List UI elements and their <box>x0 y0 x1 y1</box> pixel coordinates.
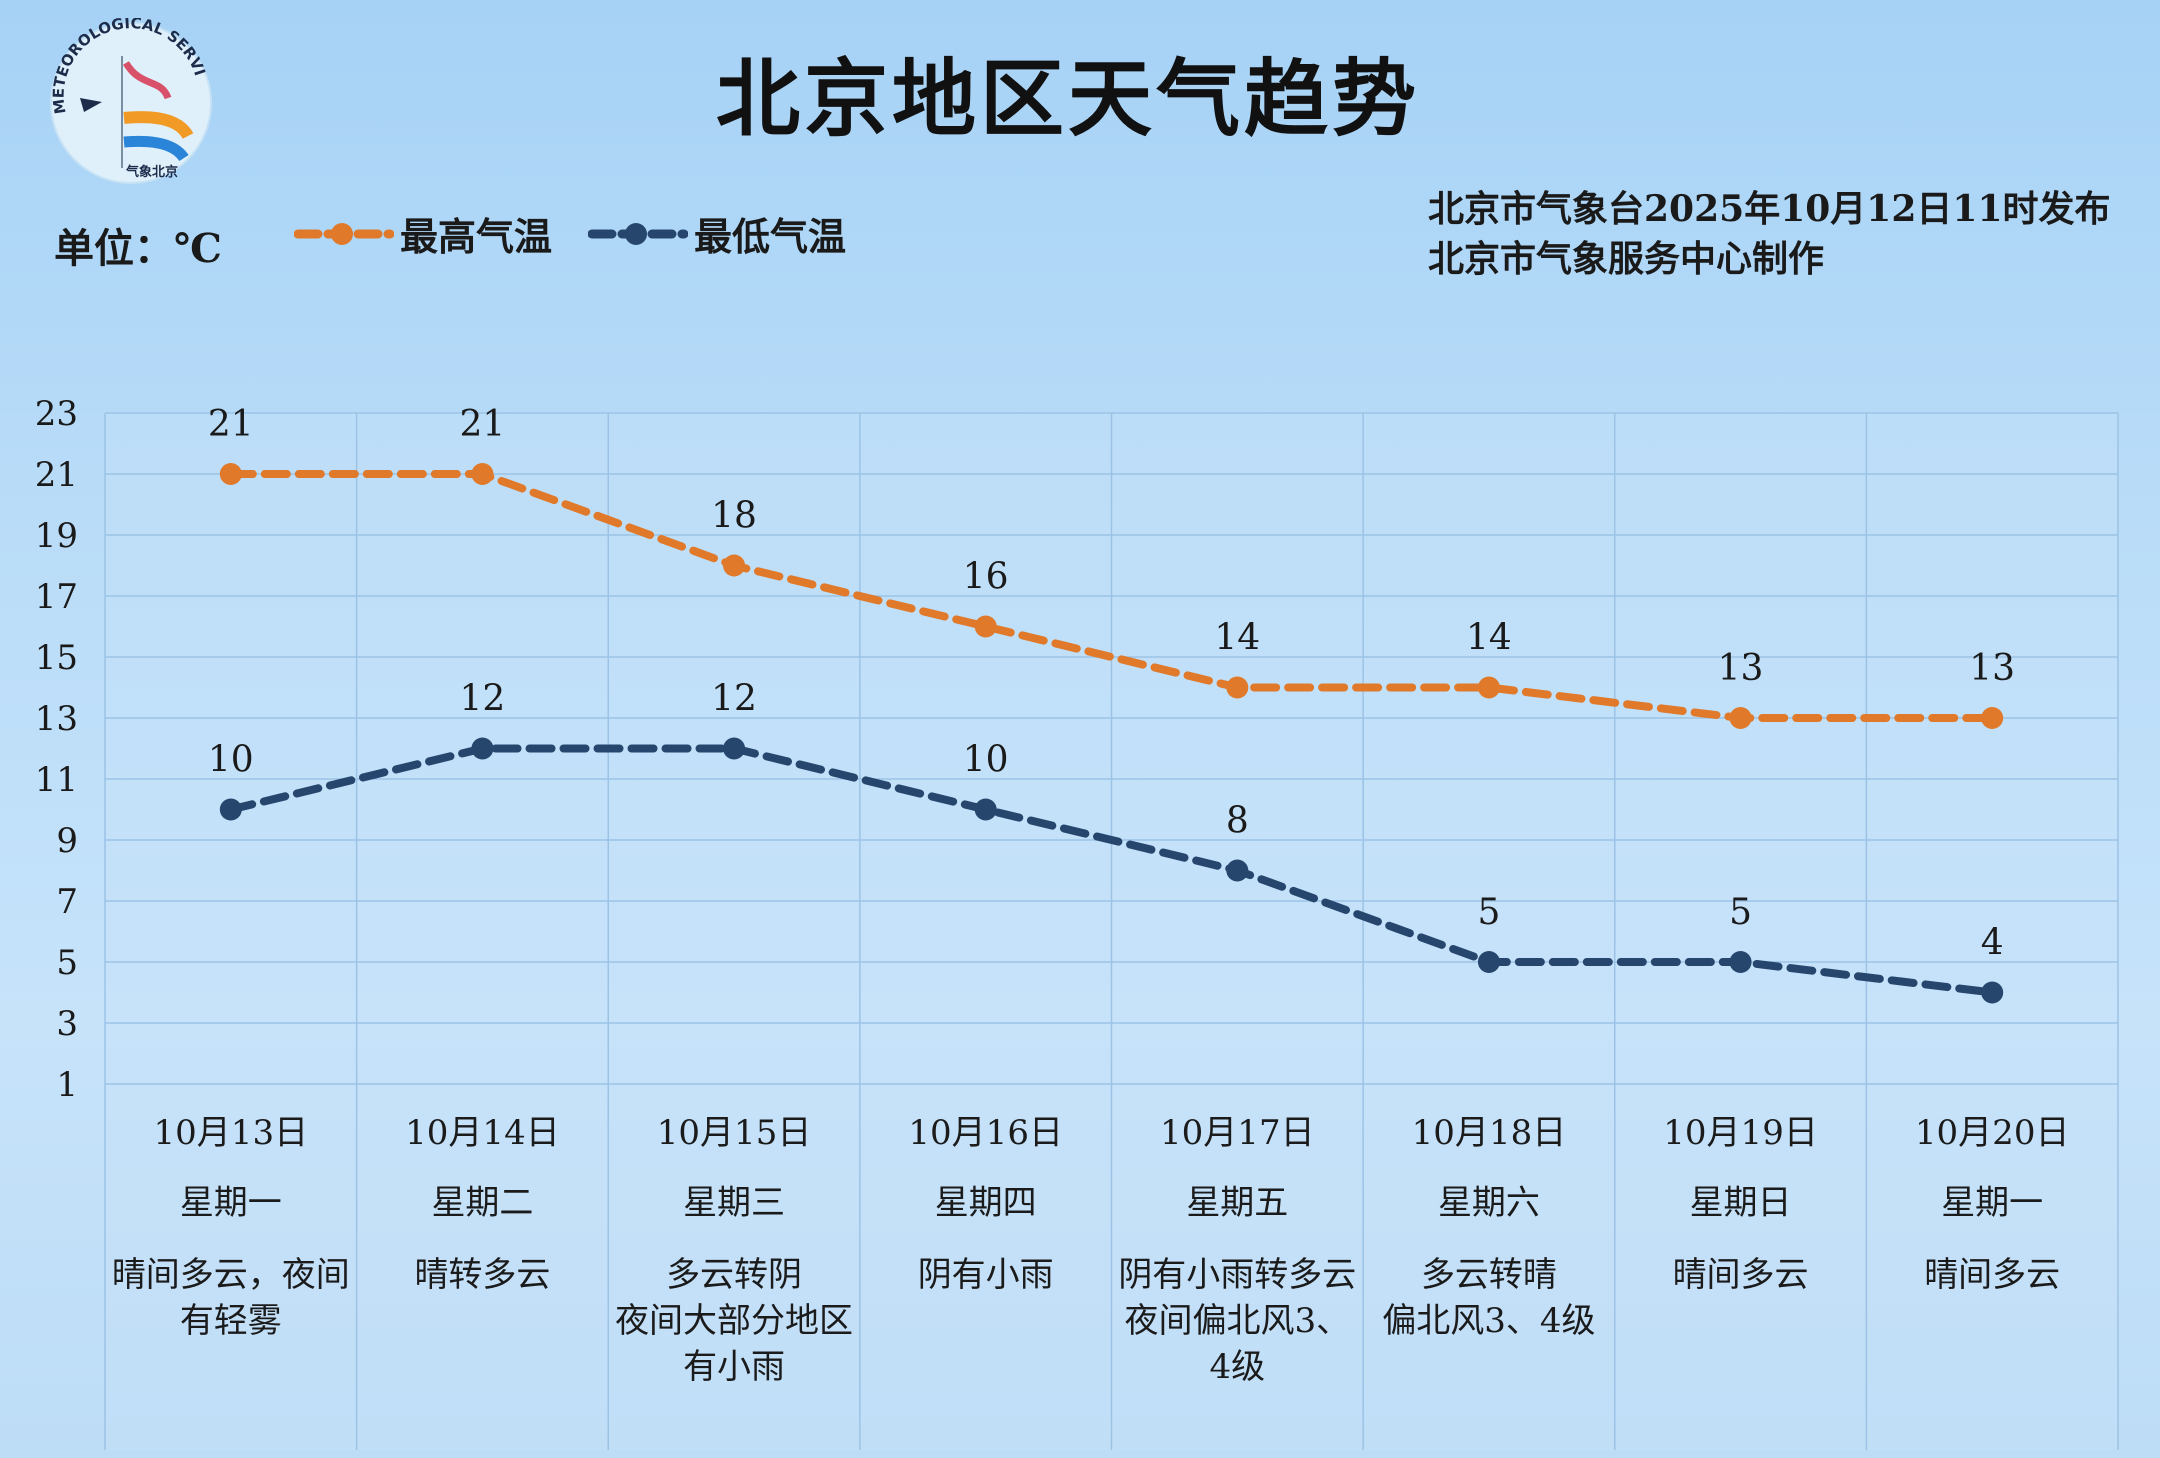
x-tick-date: 10月14日 <box>405 1113 560 1153</box>
data-label-high: 14 <box>1214 618 1260 659</box>
data-point-high <box>1981 707 2004 729</box>
x-tick-weekday: 星期二 <box>431 1183 534 1223</box>
data-point-high <box>219 463 242 485</box>
y-tick-label: 11 <box>35 760 78 800</box>
x-tick-date: 10月20日 <box>1914 1113 2070 1153</box>
y-tick-label: 7 <box>56 882 78 922</box>
data-point-low <box>974 798 997 821</box>
x-tick-date: 10月17日 <box>1160 1113 1315 1153</box>
x-tick-weekday: 星期五 <box>1186 1183 1289 1223</box>
x-tick-date: 10月18日 <box>1411 1113 1567 1153</box>
weather-description: 晴间多云 <box>1924 1255 2061 1295</box>
y-tick-label: 1 <box>56 1065 78 1105</box>
data-point-high <box>1477 676 1500 699</box>
data-point-low <box>219 798 242 821</box>
unit-label: 单位：℃ <box>54 225 222 272</box>
meteorological-service-logo: METEOROLOGICAL SERVICE 气象北京 <box>40 4 216 192</box>
y-tick-label: 3 <box>56 1004 78 1044</box>
y-tick-label: 9 <box>56 821 78 861</box>
legend-label-low: 最低气温 <box>694 214 847 259</box>
y-tick-label: 5 <box>56 943 78 983</box>
data-label-low: 10 <box>208 740 254 781</box>
series-line-low <box>226 744 1997 997</box>
issuer-line-1: 北京市气象台2025年10月12日11时发布 <box>1428 188 2111 230</box>
y-tick-label: 13 <box>35 699 78 739</box>
data-point-low <box>1477 951 1500 973</box>
data-label-low: 12 <box>711 679 757 720</box>
data-point-low <box>471 737 494 760</box>
x-tick-weekday: 星期三 <box>683 1183 786 1223</box>
weather-description: 多云转阴 夜间大部分地区有小雨 <box>615 1255 854 1387</box>
y-tick-label: 15 <box>35 638 78 678</box>
data-label-high: 14 <box>1466 618 1512 659</box>
y-tick-label: 19 <box>35 516 78 556</box>
data-label-high: 18 <box>711 496 757 537</box>
data-point-high <box>1226 676 1249 699</box>
x-tick-date: 10月16日 <box>908 1113 1063 1153</box>
series-line-high <box>226 470 1997 722</box>
x-tick-weekday: 星期日 <box>1689 1183 1792 1223</box>
weather-description: 晴转多云 <box>414 1255 551 1295</box>
svg-text:气象北京: 气象北京 <box>126 164 178 180</box>
weather-description: 阴有小雨 <box>917 1255 1054 1295</box>
data-point-high <box>974 615 997 638</box>
legend-label-high: 最高气温 <box>400 214 553 259</box>
data-point-low <box>723 737 746 760</box>
data-point-low <box>1226 859 1249 882</box>
x-tick-weekday: 星期一 <box>179 1183 282 1223</box>
legend-item-low: 最低气温 <box>588 206 846 261</box>
data-point-low <box>1981 981 2004 1004</box>
issuer-info: 北京市气象台2025年10月12日11时发布 北京市气象服务中心制作 <box>1428 184 2111 284</box>
data-label-low: 5 <box>1477 892 1500 933</box>
data-label-high: 13 <box>1969 648 2015 689</box>
data-label-high: 21 <box>208 404 254 445</box>
legend-high-line-icon <box>294 222 394 245</box>
data-point-high <box>1729 707 1752 729</box>
weather-description: 晴间多云 <box>1672 1255 1809 1295</box>
data-label-low: 12 <box>460 679 506 720</box>
data-label-high: 13 <box>1718 648 1764 689</box>
x-tick-date: 10月19日 <box>1663 1113 1818 1153</box>
x-tick-date: 10月13日 <box>153 1113 309 1153</box>
data-label-low: 10 <box>963 740 1009 781</box>
legend-low-line-icon <box>588 222 688 245</box>
x-tick-date: 10月15日 <box>656 1113 812 1153</box>
data-point-low <box>1729 951 1752 973</box>
weather-description: 晴间多云，夜间有轻雾 <box>111 1255 350 1341</box>
data-label-low: 8 <box>1226 801 1249 842</box>
data-label-high: 21 <box>460 404 506 445</box>
data-label-low: 4 <box>1981 923 2004 964</box>
data-label-high: 16 <box>963 557 1009 598</box>
data-point-high <box>471 463 494 485</box>
legend-item-high: 最高气温 <box>294 206 552 261</box>
x-tick-weekday: 星期四 <box>934 1183 1037 1223</box>
data-label-low: 5 <box>1729 892 1752 933</box>
issuer-line-2: 北京市气象服务中心制作 <box>1428 238 1825 280</box>
y-tick-label: 23 <box>35 394 78 434</box>
y-tick-label: 21 <box>35 455 78 495</box>
weather-description: 多云转晴 偏北风3、4级 <box>1382 1255 1596 1341</box>
weather-description: 阴有小雨转多云 夜间偏北风3、4级 <box>1118 1255 1357 1387</box>
page-title: 北京地区天气趋势 <box>715 49 1420 148</box>
x-tick-weekday: 星期一 <box>1941 1183 2044 1223</box>
x-tick-weekday: 星期六 <box>1437 1183 1540 1223</box>
y-tick-label: 17 <box>35 577 78 617</box>
data-point-high <box>723 554 746 577</box>
